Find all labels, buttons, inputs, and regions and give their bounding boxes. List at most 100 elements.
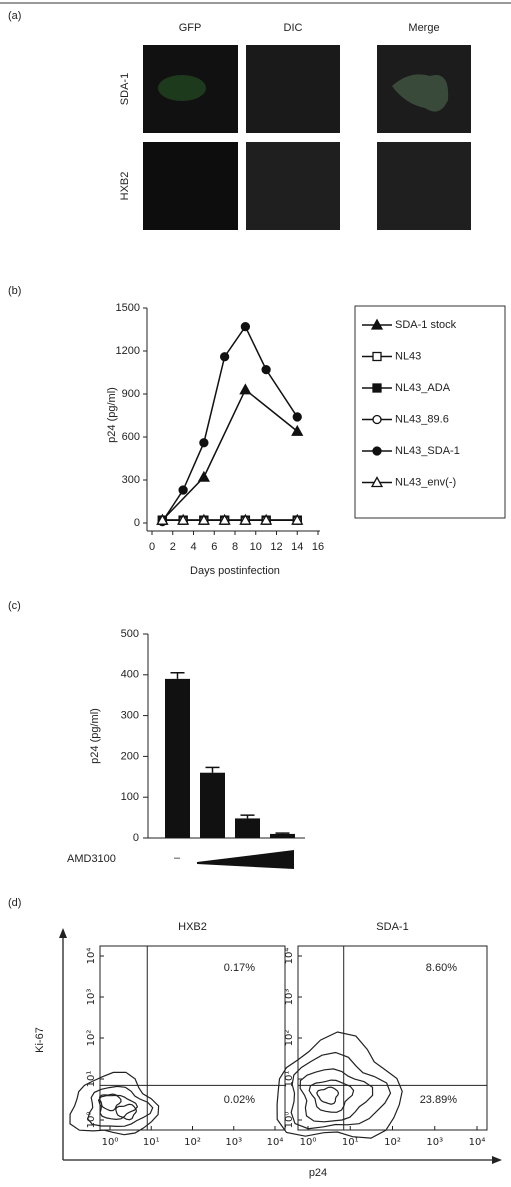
panel-label: (d) [8,897,21,909]
figure: (a) GFP DIC Merge SDA-1 HXB2 (b)03006009… [0,0,511,1182]
y-axis-label: p24 (pg/ml) [106,387,118,443]
x-tick-label: 6 [211,541,217,553]
image [377,142,471,230]
legend-label: NL43 [395,350,421,362]
marker [240,385,250,394]
bar [200,773,225,838]
column-label: GFP [179,22,202,34]
y-tick-label: 900 [122,388,140,400]
marker [200,439,208,447]
row-label: SDA-1 [119,73,131,105]
row-label: HXB2 [119,172,131,201]
y-tick-label: 1200 [116,345,140,357]
x-axis-label: Days postinfection [190,565,280,577]
x-tick-label: 2 [170,541,176,553]
arrow-head [492,1156,502,1164]
y-tick-label: 400 [121,669,139,681]
quadrant-label: 8.60% [426,962,457,974]
y-tick-label: 10⁴ [284,948,295,965]
x-tick-label: 10¹ [143,1137,160,1148]
contour [300,1069,372,1122]
contour [70,1072,159,1134]
y-tick-label: 10² [284,1030,295,1047]
panel-a-images [143,45,471,230]
panel-label: (b) [8,285,21,297]
x-tick-label: 12 [270,541,282,553]
image [246,45,340,133]
marker [199,472,209,481]
bar [270,834,295,838]
y-tick-label: 100 [121,791,139,803]
y-tick-label: 10⁴ [86,948,97,965]
x-tick-label: 14 [291,541,303,553]
y-tick-label: 300 [122,474,140,486]
y-tick-label: 200 [121,750,139,762]
y-tick-label: 10³ [86,989,97,1006]
x-tick-label: 4 [190,541,196,553]
y-axis-label: p24 (pg/ml) [89,708,101,764]
x-tick-label: 10⁴ [267,1137,284,1148]
y-tick-label: 10¹ [86,1071,97,1088]
y-tick-label: 1500 [116,302,140,314]
x-tick-label: 10³ [426,1137,443,1148]
x-tick-label: 0 [149,541,155,553]
panel-label: (c) [8,600,21,612]
y-tick-label: 0 [134,517,140,529]
y-tick-label: 500 [121,628,139,640]
legend-marker [373,384,381,392]
x-tick-label: 10⁴ [469,1137,486,1148]
x-tick-label: 10¹ [342,1137,359,1148]
y-axis-label: Ki-67 [34,1027,46,1053]
legend-label: NL43_SDA-1 [395,445,460,457]
legend-label: NL43_89.6 [395,413,449,425]
plot-title: HXB2 [178,921,207,933]
bar [165,679,190,838]
y-tick-label: 10² [86,1030,97,1047]
marker [179,486,187,494]
y-tick-label: 600 [122,431,140,443]
contour [291,1053,390,1129]
treatment-label: AMD3100 [67,853,116,865]
plot-title: SDA-1 [376,921,408,933]
quadrant-label: 23.89% [420,1094,458,1106]
plot-frame [100,946,285,1130]
marker [262,366,270,374]
image [246,142,340,230]
y-tick-label: 10³ [284,989,295,1006]
legend-marker [373,353,381,361]
dose-wedge [197,850,294,869]
x-tick-label: 10⁰ [300,1137,317,1148]
x-tick-label: 10² [184,1137,201,1148]
y-tick-label: 10⁰ [86,1112,97,1129]
y-tick-label: 0 [133,832,139,844]
image [143,142,238,230]
x-tick-label: 10³ [225,1137,242,1148]
x-tick-label: 10⁰ [102,1137,119,1148]
x-tick-label: 10 [250,541,262,553]
legend-marker [373,416,381,424]
bar [235,818,260,838]
column-label: DIC [284,22,303,34]
panel-label: (a) [8,10,21,22]
marker [221,353,229,361]
contour [317,1087,339,1104]
legend-marker [373,447,381,455]
contour [116,1104,137,1119]
x-axis-label: p24 [309,1167,327,1179]
marker [241,323,249,331]
arrow-head [59,928,67,938]
column-label: Merge [408,22,439,34]
control-label: – [174,852,181,864]
x-tick-label: 8 [232,541,238,553]
y-tick-label: 300 [121,710,139,722]
series-line [162,390,297,520]
legend-label: NL43_ADA [395,382,451,394]
quadrant-label: 0.02% [224,1094,255,1106]
legend-label: SDA-1 stock [395,319,457,331]
x-tick-label: 16 [312,541,324,553]
quadrant-label: 0.17% [224,962,255,974]
marker [293,413,301,421]
x-tick-label: 10² [384,1137,401,1148]
gfp-signal [158,75,206,101]
legend-label: NL43_env(-) [395,476,456,488]
